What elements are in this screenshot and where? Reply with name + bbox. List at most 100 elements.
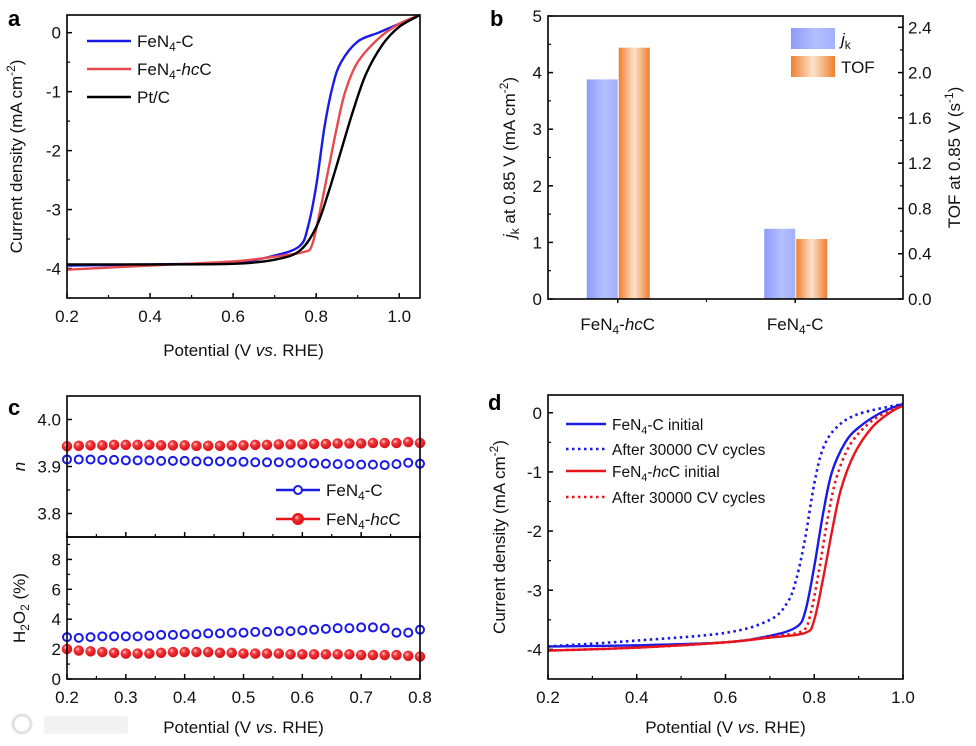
y2-tick-label: 1.2 (908, 154, 932, 173)
legend-label: FeN4-C (137, 32, 194, 54)
data-point (226, 456, 237, 467)
plot-area (66, 13, 421, 271)
x-tick-label: 0.6 (714, 688, 738, 707)
data-point (120, 439, 132, 451)
legend-label-part: FeN (137, 60, 169, 79)
y-tick-label: 2 (533, 177, 542, 196)
data-point (132, 648, 143, 659)
data-point (191, 646, 202, 658)
legend-label: jk (839, 30, 851, 52)
data-point (344, 438, 355, 449)
data-point (379, 437, 390, 449)
x-tick-label: 0.4 (173, 688, 197, 707)
bar-TOF-0 (618, 47, 650, 299)
data-point (179, 440, 190, 451)
data-point (332, 438, 343, 449)
y-axis-label-part: ) (490, 440, 509, 446)
x-tick-label: 0.6 (221, 307, 245, 326)
data-point (191, 440, 202, 452)
data-point (297, 439, 308, 450)
data-point (238, 456, 249, 467)
x-axis-label-part: . RHE) (273, 718, 324, 737)
data-point (356, 622, 367, 633)
data-point (156, 629, 167, 640)
category-label-part: FeN (767, 315, 799, 334)
data-point (85, 454, 96, 465)
x-tick-label: 0.2 (55, 307, 79, 326)
series-line-1 (66, 13, 421, 271)
x-axis-label-part: vs (256, 718, 274, 737)
data-point (344, 459, 355, 470)
data-point (403, 457, 414, 468)
data-point (108, 647, 120, 659)
y-axis-label-part: ) (500, 77, 519, 83)
legend-marker (292, 513, 304, 525)
data-point (273, 648, 285, 659)
data-point (179, 646, 190, 658)
x-tick-label: 0.8 (802, 688, 826, 707)
legend-label-part: Pt/C (137, 88, 170, 107)
y2-axis-label-part: ) (945, 87, 964, 93)
legend-item: FeN4-C (276, 481, 383, 503)
axes: 0.2 0.4 0.6 0.8 1.00-1-2-3-4 (527, 404, 915, 707)
plot-area (586, 47, 828, 299)
data-point (73, 454, 84, 465)
y2-tick-label: 2.4 (908, 18, 932, 37)
data-point (355, 649, 367, 661)
data-point (73, 645, 85, 656)
legend-label-part: C initial (669, 464, 720, 481)
data-point (144, 455, 155, 466)
x-axis-label: Potential (V vs. RHE) (163, 718, 324, 737)
data-point (85, 440, 96, 451)
data-point (332, 623, 343, 634)
y-tick-label: -2 (527, 522, 542, 541)
x-axis-label-part: vs (256, 341, 274, 360)
legend-label-part: TOF (841, 58, 875, 77)
data-point (391, 437, 402, 449)
data-point (167, 629, 178, 640)
legend-label-part: -C (365, 481, 383, 500)
data-point (214, 440, 226, 452)
data-point (344, 649, 355, 660)
data-point (167, 455, 178, 466)
y-tick-label: 3.9 (37, 458, 61, 477)
y-axis-label-part: -2 (4, 65, 18, 76)
legend-label-part: FeN (612, 464, 641, 481)
axes: 0.2 0.3 0.4 0.5 0.6 0.7 0.8 0 2 4 6 8 (52, 543, 432, 707)
legend-label-part: 4 (358, 518, 365, 532)
x-axis-label-part: Potential (V (163, 341, 256, 360)
data-point (238, 648, 249, 659)
data-point (167, 440, 179, 451)
x-axis-label-part: Potential (V (645, 718, 738, 737)
data-point (250, 457, 261, 468)
legend: jk TOF (791, 28, 875, 77)
y-tick-label: -3 (46, 201, 61, 220)
legend-label-part: C (199, 60, 211, 79)
legend-item: Pt/C (87, 88, 170, 107)
data-point (344, 623, 355, 634)
data-point (155, 440, 167, 451)
data-point (144, 439, 155, 451)
data-point (273, 626, 284, 637)
series-line-2 (66, 13, 421, 266)
y-axis-label-part: ) (7, 60, 26, 66)
y-tick-label: 3.8 (37, 505, 61, 524)
legend-label: FeN4-hcC (137, 60, 212, 82)
x-axis-label-part: . RHE) (755, 718, 806, 737)
y-tick-label: 4 (52, 610, 61, 629)
watermark (11, 713, 128, 735)
data-point (262, 457, 273, 468)
x-axis-label-part: Potential (V (163, 718, 256, 737)
data-point (262, 626, 273, 637)
data-point (85, 646, 96, 657)
y-tick-label: -4 (527, 640, 542, 659)
data-point (214, 628, 225, 639)
data-point (120, 631, 131, 642)
x-axis-label: Potential (V vs. RHE) (163, 341, 324, 360)
legend-item: FeN4-hcC (87, 60, 212, 82)
data-point (250, 626, 261, 637)
legend-label-part: k (845, 38, 851, 52)
data-point (391, 649, 402, 661)
